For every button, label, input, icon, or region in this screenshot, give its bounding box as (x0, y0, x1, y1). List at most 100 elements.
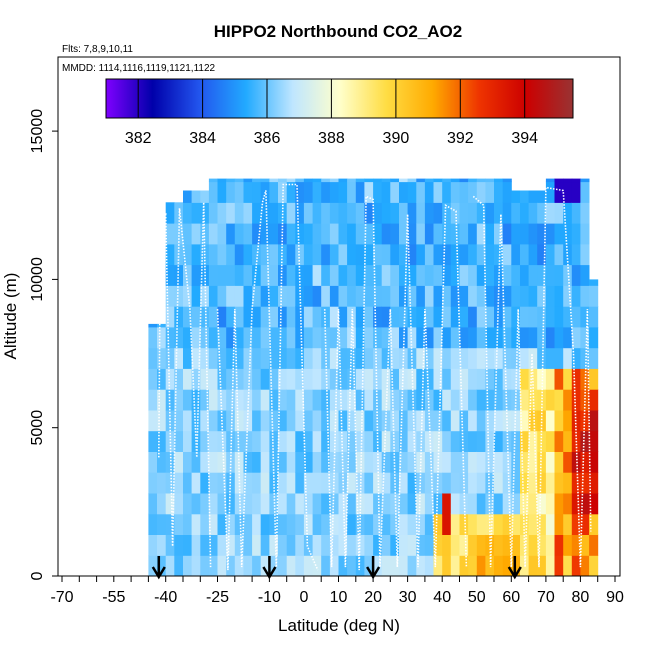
heatmap-cell (511, 493, 521, 515)
heatmap-cell (226, 264, 236, 286)
y-axis-label: Altitude (m) (1, 273, 20, 360)
heatmap-cell (148, 555, 158, 577)
heatmap-cell (217, 202, 227, 224)
heatmap-cell (520, 326, 530, 349)
heatmap-cell (424, 534, 434, 556)
heatmap-cell (416, 409, 426, 432)
heatmap-cell (459, 202, 469, 224)
heatmap-cell (174, 389, 184, 411)
heatmap-cell (502, 555, 512, 577)
heatmap-cell (373, 493, 383, 515)
heatmap-cell (571, 326, 581, 349)
heatmap-cell (433, 347, 443, 369)
heatmap-cell (278, 368, 288, 390)
heatmap-cell (399, 181, 409, 203)
flight-track (158, 202, 212, 568)
heatmap-cell (390, 243, 400, 266)
heatmap-cell (303, 347, 313, 369)
heatmap-cell (528, 493, 538, 515)
heatmap-cell (286, 285, 296, 307)
profile-arrows (151, 556, 522, 580)
heatmap-cell (269, 181, 279, 203)
x-tick-label: -70 (50, 589, 73, 606)
heatmap-cell (208, 326, 218, 349)
heatmap-cell (589, 389, 599, 411)
heatmap-cell (321, 389, 331, 411)
heatmap-cell (243, 472, 253, 494)
heatmap-cell (208, 306, 218, 328)
heatmap-cell (157, 534, 167, 556)
heatmap-cell (580, 347, 590, 369)
heatmap-cell (338, 534, 348, 556)
heatmap-cell (338, 409, 348, 432)
heatmap-cell (399, 493, 409, 515)
heatmap-cell (191, 243, 201, 266)
heatmap-cell (217, 243, 227, 266)
heatmap-cell (148, 451, 158, 473)
heatmap-cell (338, 243, 348, 266)
heatmap-cell (416, 181, 426, 203)
heatmap-cell (563, 202, 573, 224)
heatmap-cell (338, 178, 348, 183)
heatmap-cell (381, 555, 391, 577)
heatmap-cell (347, 202, 357, 224)
heatmap-cell (226, 409, 236, 432)
heatmap-cell (252, 451, 262, 473)
heatmap-cell (390, 534, 400, 556)
heatmap-cell (545, 326, 555, 349)
heatmap-cell (252, 326, 262, 349)
colorbar-tick-label: 382 (125, 130, 152, 147)
heatmap-cell (554, 451, 564, 473)
heatmap-cell (303, 534, 313, 556)
heatmap-cell (165, 243, 175, 266)
heatmap-cell (329, 285, 339, 307)
heatmap-cell (217, 472, 227, 494)
heatmap-cell (269, 264, 279, 286)
heatmap-cell (234, 493, 244, 515)
heatmap-cell (433, 472, 443, 494)
heatmap-cell (269, 223, 279, 245)
heatmap-cell (545, 555, 555, 577)
heatmap-cell (286, 264, 296, 286)
heatmap-cell (433, 178, 443, 183)
heatmap-cell (278, 409, 288, 432)
heatmap-cell (303, 223, 313, 245)
heatmap-cell (174, 430, 184, 452)
x-tick-label: -55 (102, 589, 125, 606)
heatmap-cell (295, 430, 305, 452)
heatmap-cell (252, 306, 262, 328)
heatmap-cell (286, 223, 296, 245)
heatmap-cell (494, 243, 504, 266)
heatmap-cell (407, 472, 417, 494)
heatmap-cell (407, 181, 417, 203)
heatmap-cell (338, 472, 348, 494)
heatmap-cell (200, 472, 210, 494)
heatmap-cell (520, 472, 530, 494)
heatmap-cell (303, 513, 313, 535)
heatmap-cell (157, 472, 167, 494)
heatmap-cell (571, 285, 581, 307)
heatmap-cell (312, 534, 322, 556)
heatmap-cell (580, 513, 590, 535)
heatmap-cell (424, 264, 434, 286)
heatmap-cell (528, 451, 538, 473)
heatmap-cell (511, 243, 521, 266)
heatmap-cell (485, 285, 495, 307)
x-tick-label: 30 (399, 589, 417, 606)
heatmap-cell (571, 202, 581, 224)
heatmap-cell (450, 326, 460, 349)
heatmap-cell (217, 326, 227, 349)
flight-tracks (158, 183, 592, 571)
heatmap-cell (148, 493, 158, 515)
heatmap-cell (424, 326, 434, 349)
heatmap-cell (563, 451, 573, 473)
heatmap-cell (321, 285, 331, 307)
heatmap-cell (545, 472, 555, 494)
heatmap-cell (381, 347, 391, 369)
heatmap-cell (278, 451, 288, 473)
heatmap-cell (303, 368, 313, 390)
heatmap-cell (485, 326, 495, 349)
heatmap-cell (226, 306, 236, 328)
heatmap-cell (468, 534, 478, 556)
heatmap-cell (174, 285, 184, 307)
